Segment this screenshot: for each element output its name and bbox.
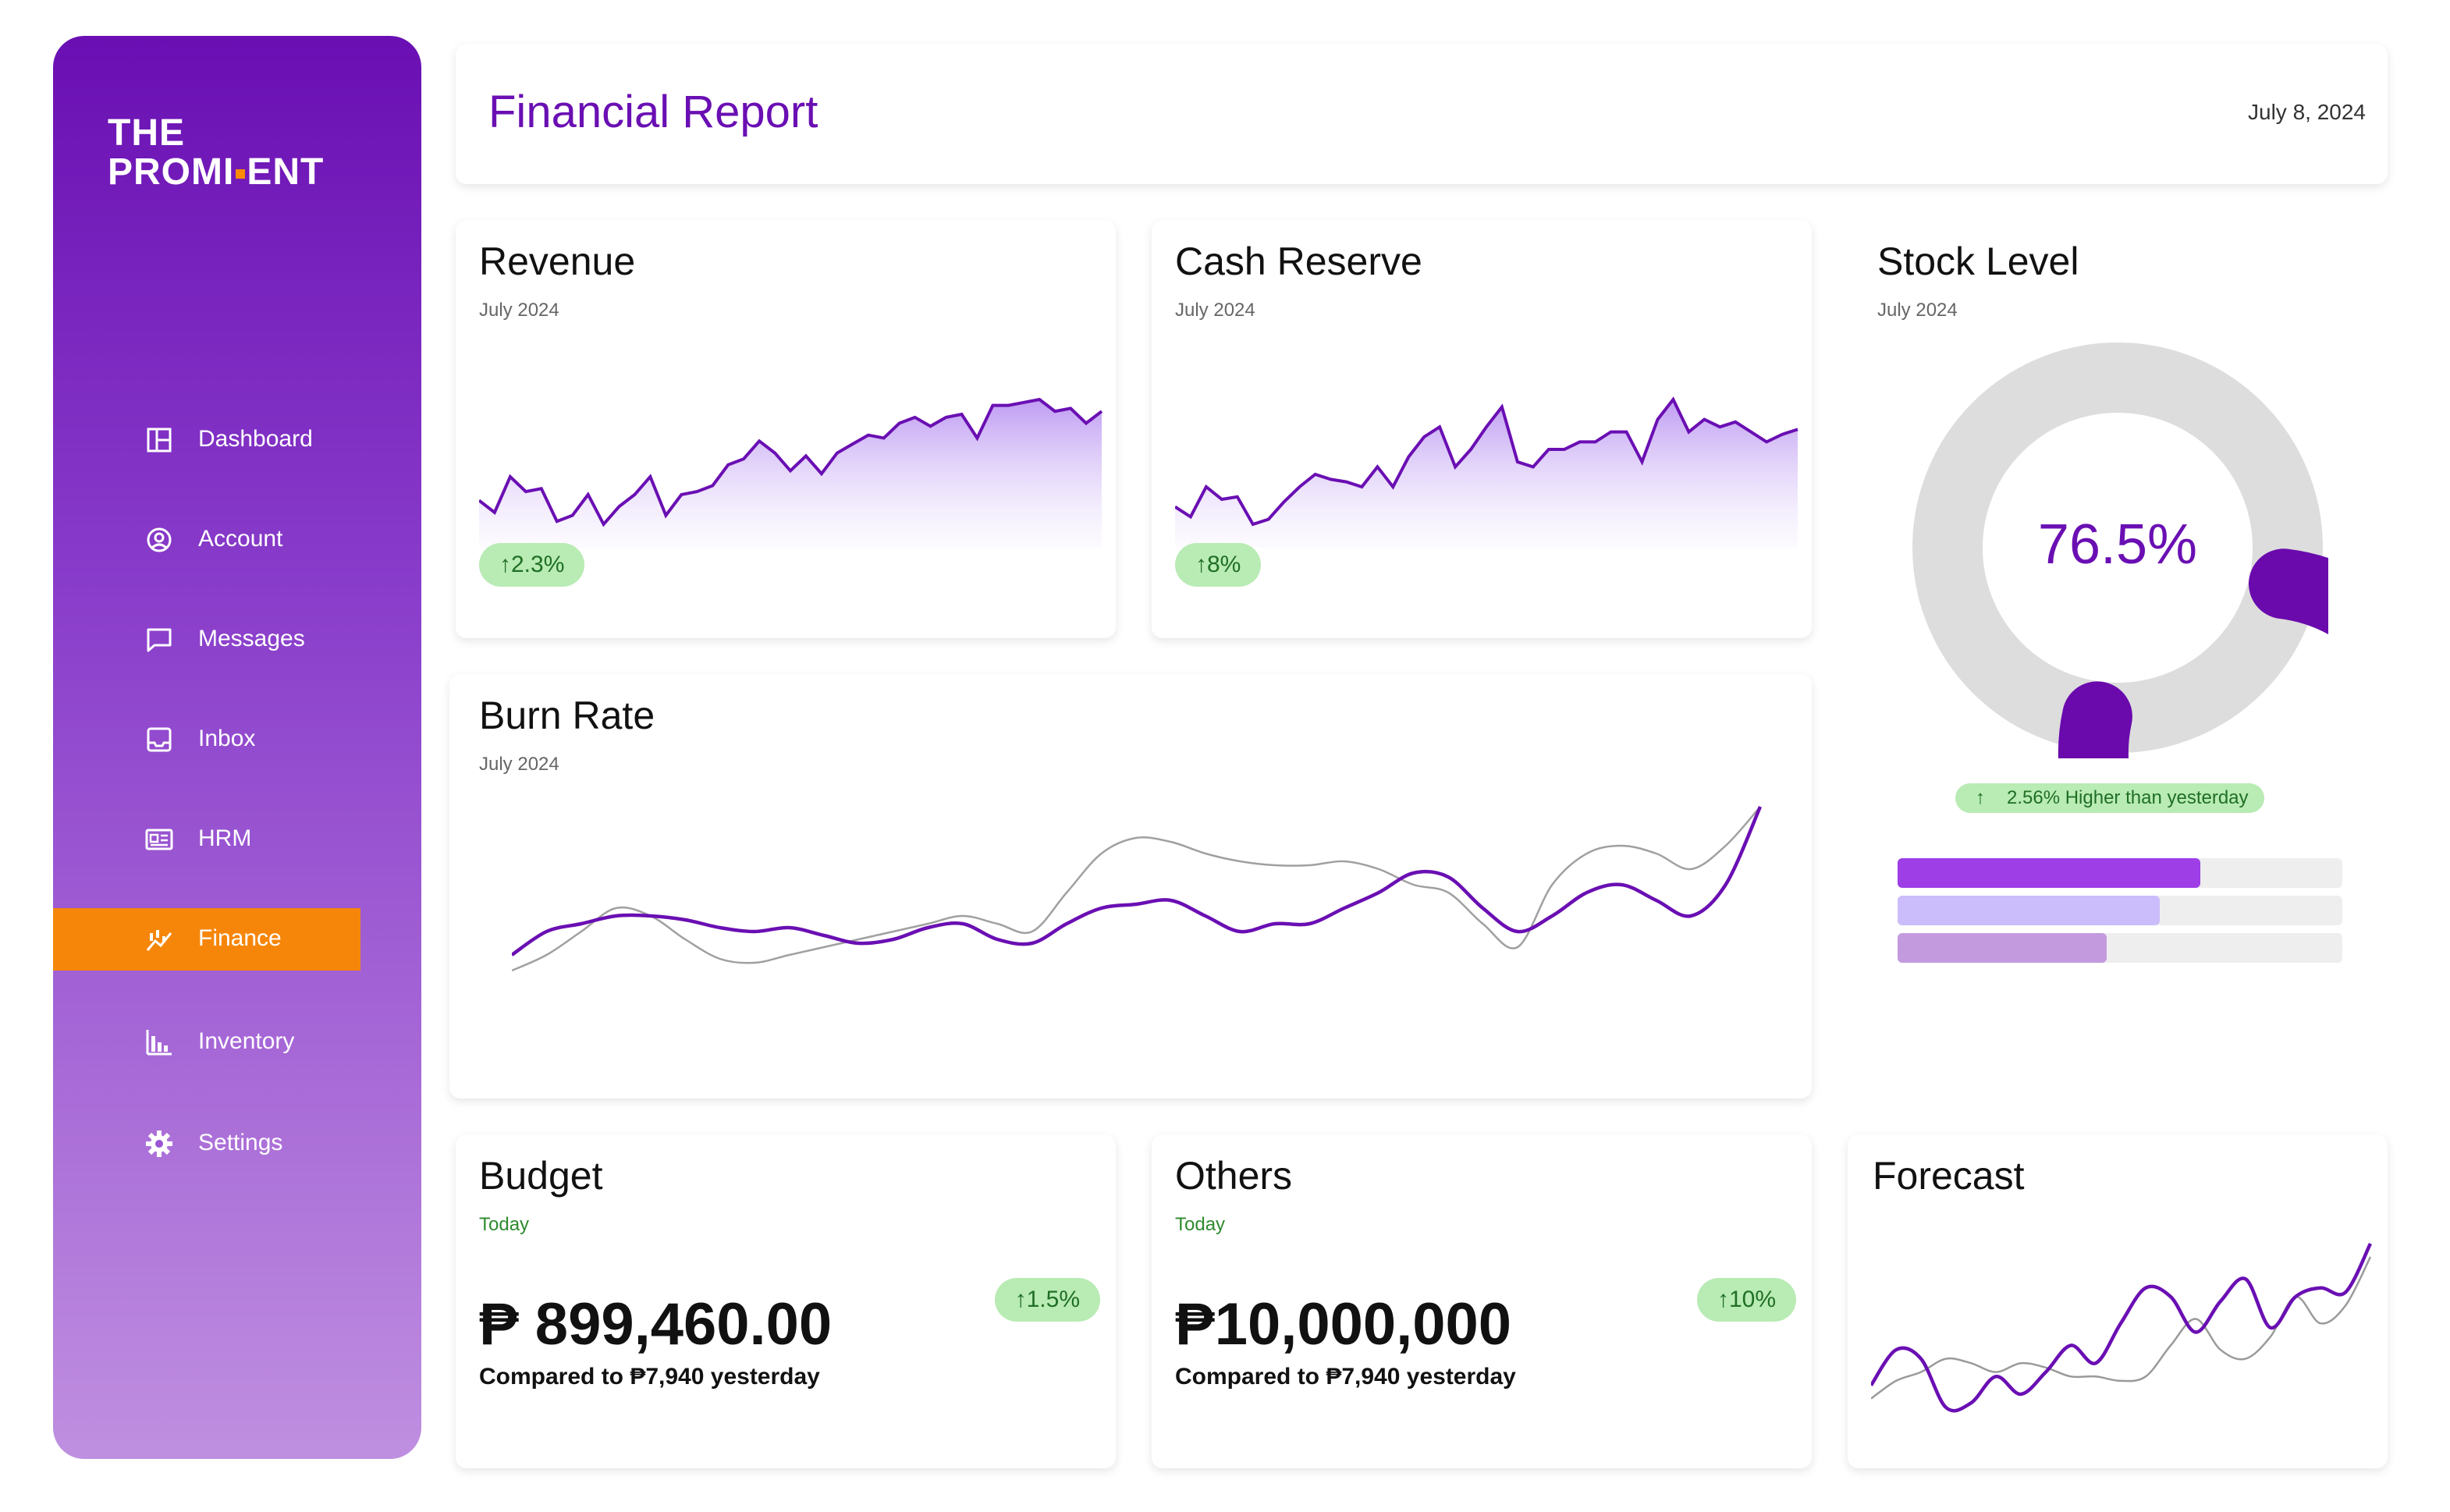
inbox-icon — [147, 727, 172, 752]
sidebar-item-label: Account — [198, 526, 283, 552]
id-card-icon — [145, 829, 173, 850]
brand-logo[interactable]: THE PROMI ENT — [108, 114, 324, 192]
burn-rate-chart — [512, 806, 1763, 972]
card-subtitle: July 2024 — [479, 754, 559, 775]
cash-reserve-change-badge: ↑8% — [1175, 543, 1262, 587]
card-subtitle: Today — [479, 1214, 530, 1235]
sidebar: THE PROMI ENT Dashboard Account Messages … — [53, 36, 421, 1459]
stock-donut-chart: 76.5% — [1912, 343, 2328, 758]
brand-line-2b: ENT — [247, 151, 325, 193]
cash-reserve-area — [1175, 399, 1798, 548]
budget-card[interactable]: Budget Today ₱ 899,460.00 ↑1.5% Compared… — [456, 1134, 1116, 1468]
stock-bar-fill — [1898, 933, 2107, 963]
sidebar-item-messages[interactable]: Messages — [53, 609, 360, 671]
stock-note-badge: ↑ 2.56% Higher than yesterday — [1955, 783, 2264, 813]
brand-line-1: THE — [108, 112, 185, 154]
stock-bar-track — [1898, 896, 2342, 925]
card-subtitle: Today — [1175, 1214, 1226, 1235]
bar-chart-icon — [146, 1030, 172, 1056]
budget-compare: Compared to ₱7,940 yesterday — [479, 1364, 820, 1390]
stock-bar-track — [1898, 858, 2342, 888]
card-title: Budget — [479, 1154, 603, 1198]
arrow-up-icon: ↑ — [1976, 787, 1985, 808]
card-title: Burn Rate — [479, 694, 655, 737]
sidebar-item-label: HRM — [198, 825, 252, 851]
stock-bar-fill — [1898, 858, 2200, 888]
stock-bar-fill — [1898, 896, 2161, 925]
cash-reserve-line — [1175, 396, 1798, 527]
card-subtitle: July 2024 — [1877, 300, 1958, 321]
sidebar-item-account[interactable]: Account — [53, 509, 360, 571]
stock-level-panel: Stock Level July 2024 76.5% ↑ 2.56% High… — [1852, 220, 2399, 1000]
gear-icon — [146, 1130, 172, 1157]
sidebar-item-label: Messages — [198, 626, 305, 651]
messages-icon — [147, 628, 172, 652]
sidebar-item-label: Dashboard — [198, 426, 313, 452]
sidebar-item-hrm[interactable]: HRM — [53, 808, 360, 871]
dashboard-icon — [147, 428, 172, 453]
page-title: Financial Report — [488, 87, 818, 137]
burn-rate-series-1 — [512, 806, 1763, 957]
revenue-card[interactable]: Revenue July 2024 ↑2.3% — [456, 220, 1116, 638]
others-compare: Compared to ₱7,940 yesterday — [1175, 1364, 1516, 1390]
sidebar-item-label: Settings — [198, 1130, 283, 1155]
stock-percent: 76.5% — [2038, 513, 2197, 576]
cash-reserve-chart — [1175, 396, 1798, 548]
others-value: ₱10,000,000 — [1175, 1291, 1512, 1358]
forecast-chart — [1871, 1242, 2373, 1413]
burn-rate-card[interactable]: Burn Rate July 2024 — [449, 674, 1812, 1099]
card-subtitle: July 2024 — [479, 300, 559, 321]
finance-icon — [146, 930, 172, 951]
logo-dot-icon — [236, 169, 246, 179]
card-title: Forecast — [1873, 1154, 2025, 1198]
forecast-series-1 — [1871, 1242, 2373, 1413]
revenue-line — [479, 397, 1103, 527]
sidebar-item-dashboard[interactable]: Dashboard — [53, 409, 360, 471]
sidebar-item-finance[interactable]: Finance — [53, 908, 360, 971]
others-change-badge: ↑10% — [1696, 1278, 1796, 1322]
revenue-area — [479, 399, 1102, 548]
card-title: Stock Level — [1877, 240, 2079, 283]
sidebar-item-inbox[interactable]: Inbox — [53, 708, 360, 771]
cash-reserve-card[interactable]: Cash Reserve July 2024 ↑8% — [1152, 220, 1812, 638]
header-date: July 8, 2024 — [2248, 100, 2366, 124]
sidebar-item-label: Finance — [198, 925, 282, 951]
revenue-change-badge: ↑2.3% — [479, 543, 585, 587]
others-card[interactable]: Others Today ₱10,000,000 ↑10% Compared t… — [1152, 1134, 1812, 1468]
stock-bars — [1898, 858, 2342, 963]
brand-line-2a: PROMI — [108, 151, 235, 193]
card-title: Others — [1175, 1154, 1293, 1198]
stock-note: 2.56% Higher than yesterday — [2007, 787, 2249, 808]
sidebar-item-label: Inbox — [198, 726, 256, 751]
burn-rate-series-2 — [512, 806, 1761, 972]
card-title: Revenue — [479, 240, 636, 283]
header-bar: Financial Report July 8, 2024 — [456, 44, 2388, 184]
forecast-card[interactable]: Forecast — [1848, 1134, 2388, 1468]
sidebar-item-settings[interactable]: Settings — [53, 1113, 360, 1175]
revenue-chart — [479, 397, 1103, 548]
sidebar-item-inventory[interactable]: Inventory — [53, 1011, 360, 1074]
sidebar-item-label: Inventory — [198, 1028, 295, 1054]
card-subtitle: July 2024 — [1175, 300, 1255, 321]
card-title: Cash Reserve — [1175, 240, 1422, 283]
forecast-series-2 — [1871, 1256, 2372, 1400]
budget-change-badge: ↑1.5% — [994, 1278, 1100, 1322]
account-icon — [147, 527, 172, 552]
budget-value: ₱ 899,460.00 — [479, 1291, 833, 1358]
stock-bar-track — [1898, 933, 2342, 963]
